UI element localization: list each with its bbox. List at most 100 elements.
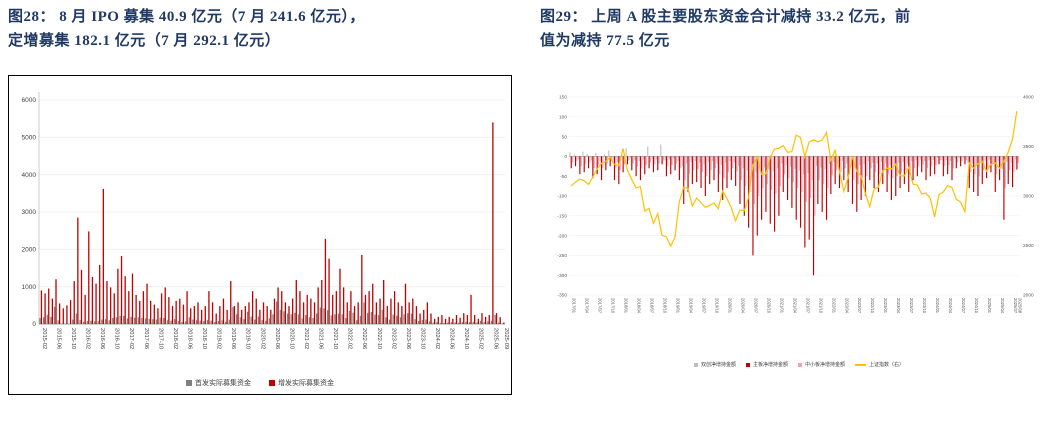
svg-text:1000: 1000 [22, 284, 37, 291]
legend-swatch-sse-line-icon [855, 363, 867, 366]
svg-text:150: 150 [559, 95, 567, 101]
legend-label-sse-index: 上证指数（右） [869, 362, 905, 368]
svg-text:2020/07: 2020/07 [753, 298, 758, 314]
svg-text:3500: 3500 [1023, 144, 1034, 150]
svg-text:2015-06: 2015-06 [55, 328, 61, 349]
svg-text:2017-06: 2017-06 [143, 328, 149, 349]
sse-index-line [570, 111, 1018, 248]
figure28-title-line2: 定增募集 182.1 亿元（7 月 292.1 亿元） [8, 33, 281, 49]
svg-text:2023/01: 2023/01 [883, 298, 888, 314]
legend-item-seo: 增发实际募集资金 [269, 378, 334, 388]
figure29-title-line2: 值为减持 77.5 亿元 [540, 33, 670, 49]
svg-text:2017-02: 2017-02 [128, 328, 134, 349]
svg-text:2019/01: 2019/01 [676, 298, 681, 314]
figure28-title: 图28： 8 月 IPO 募集 40.9 亿元（7 月 241.6 亿元）， 定… [8, 5, 518, 53]
svg-text:2021-10: 2021-10 [332, 328, 338, 349]
gridlines [569, 96, 1019, 296]
svg-text:2024-02: 2024-02 [434, 328, 440, 349]
svg-text:2000: 2000 [22, 247, 37, 254]
svg-text:2021/01: 2021/01 [779, 298, 784, 314]
svg-text:2025/04: 2025/04 [1000, 298, 1005, 314]
svg-text:2018/10: 2018/10 [663, 298, 668, 314]
svg-text:0: 0 [32, 321, 36, 328]
svg-text:2016-10: 2016-10 [114, 328, 120, 349]
svg-text:2021/10: 2021/10 [818, 298, 823, 314]
svg-text:2020/01: 2020/01 [727, 298, 732, 314]
figure29-title: 图29： 上周 A 股主要股东资金合计减持 33.2 亿元，前 值为减持 77.… [540, 5, 1055, 53]
svg-text:2022-06: 2022-06 [361, 328, 367, 349]
svg-text:2023/10: 2023/10 [922, 298, 927, 314]
svg-text:0: 0 [564, 154, 567, 160]
legend-item-sme: 中小板净增持金额 [798, 361, 845, 368]
svg-text:-200: -200 [557, 233, 567, 239]
legend-swatch-sme-icon [798, 362, 802, 367]
svg-text:2025-02: 2025-02 [478, 328, 484, 349]
svg-text:2019/04: 2019/04 [688, 298, 693, 314]
svg-text:50: 50 [562, 134, 568, 140]
svg-text:3000: 3000 [1023, 194, 1034, 200]
figure29-title-line1: 图29： 上周 A 股主要股东资金合计减持 33.2 亿元，前 [540, 9, 911, 25]
legend-label-sme: 中小板净增持金额 [805, 362, 846, 368]
legend-swatch-seo-icon [269, 380, 275, 386]
legend-label-chinext: 双创净增持金额 [700, 362, 736, 368]
svg-text:2017-10: 2017-10 [157, 328, 163, 349]
svg-text:2020-10: 2020-10 [288, 328, 294, 349]
svg-text:2024/01: 2024/01 [935, 298, 940, 314]
svg-text:2021/07: 2021/07 [805, 298, 810, 314]
legend-item-ipo: 首发实际募集资金 [186, 378, 251, 388]
legend-item-mainboard: 主板净增持金额 [745, 361, 788, 368]
svg-text:2017/10: 2017/10 [611, 298, 616, 314]
svg-text:2018-10: 2018-10 [201, 328, 207, 349]
svg-text:2023-10: 2023-10 [419, 328, 425, 349]
legend-swatch-chinext-icon [693, 362, 698, 367]
svg-text:2019-02: 2019-02 [216, 328, 222, 349]
legend-swatch-mainboard-icon [745, 362, 750, 367]
legend-item-sse-index: 上证指数（右） [855, 361, 904, 368]
svg-text:2000: 2000 [1023, 293, 1034, 299]
svg-text:100: 100 [559, 115, 567, 121]
svg-text:2018-02: 2018-02 [172, 328, 178, 349]
y-axis-labels: 0 1000 2000 3000 4000 5000 6000 [22, 97, 37, 328]
svg-text:2017/04: 2017/04 [585, 298, 590, 314]
svg-text:2016-02: 2016-02 [85, 328, 91, 349]
svg-text:2021-02: 2021-02 [303, 328, 309, 349]
svg-text:2022/01: 2022/01 [831, 298, 836, 314]
svg-text:2019-10: 2019-10 [245, 328, 251, 349]
svg-text:4000: 4000 [1023, 95, 1034, 101]
svg-text:2021-06: 2021-06 [318, 328, 324, 349]
legend-label-mainboard: 主板净增持金额 [752, 362, 788, 368]
svg-text:2022-02: 2022-02 [347, 328, 353, 349]
svg-text:2023/04: 2023/04 [896, 298, 901, 314]
svg-text:2024/07: 2024/07 [961, 298, 966, 314]
figure29-legend: 双创净增持金额 主板净增持金额 中小板净增持金额 上证指数（右） [543, 361, 1055, 368]
svg-text:2015-02: 2015-02 [41, 328, 47, 349]
svg-text:2500: 2500 [1023, 243, 1034, 249]
svg-text:2017/01: 2017/01 [572, 298, 577, 314]
svg-text:3000: 3000 [22, 209, 37, 216]
svg-text:2024-06: 2024-06 [449, 328, 455, 349]
bars-seo [40, 122, 505, 325]
svg-text:-100: -100 [557, 194, 567, 200]
svg-text:2022/10: 2022/10 [870, 298, 875, 314]
svg-text:2025-06: 2025-06 [492, 328, 498, 349]
x-axis-labels: 2017/01 2017/04 2017/07 2017/10 2018/01 2018/… [572, 298, 1023, 314]
gridlines [38, 92, 505, 325]
svg-text:2017/07: 2017/07 [598, 298, 603, 314]
x-axis-labels: 2015-02 2015-06 2015-10 2016-02 2016-06 2016-… [41, 328, 509, 349]
svg-text:2018/07: 2018/07 [650, 298, 655, 314]
svg-text:2024/04: 2024/04 [948, 298, 953, 314]
svg-text:2023/07: 2023/07 [909, 298, 914, 314]
svg-text:2019-06: 2019-06 [230, 328, 236, 349]
svg-text:2022-10: 2022-10 [376, 328, 382, 349]
left-axis-labels: 150 100 50 0 -50 -100 -150 -200 -250 -300 -350 [557, 95, 567, 299]
ipo-fundraising-chart: 0 1000 2000 3000 4000 5000 6000 2015-02 2015-06 2… [8, 75, 512, 395]
figure28-title-line1: 图28： 8 月 IPO 募集 40.9 亿元（7 月 241.6 亿元）， [8, 9, 365, 25]
legend-swatch-ipo-icon [186, 380, 192, 386]
svg-text:2023-02: 2023-02 [390, 328, 396, 349]
svg-text:5000: 5000 [22, 135, 37, 142]
svg-text:2022/07: 2022/07 [857, 298, 862, 314]
svg-text:2020/10: 2020/10 [766, 298, 771, 314]
legend-item-chinext: 双创净增持金额 [693, 361, 736, 368]
